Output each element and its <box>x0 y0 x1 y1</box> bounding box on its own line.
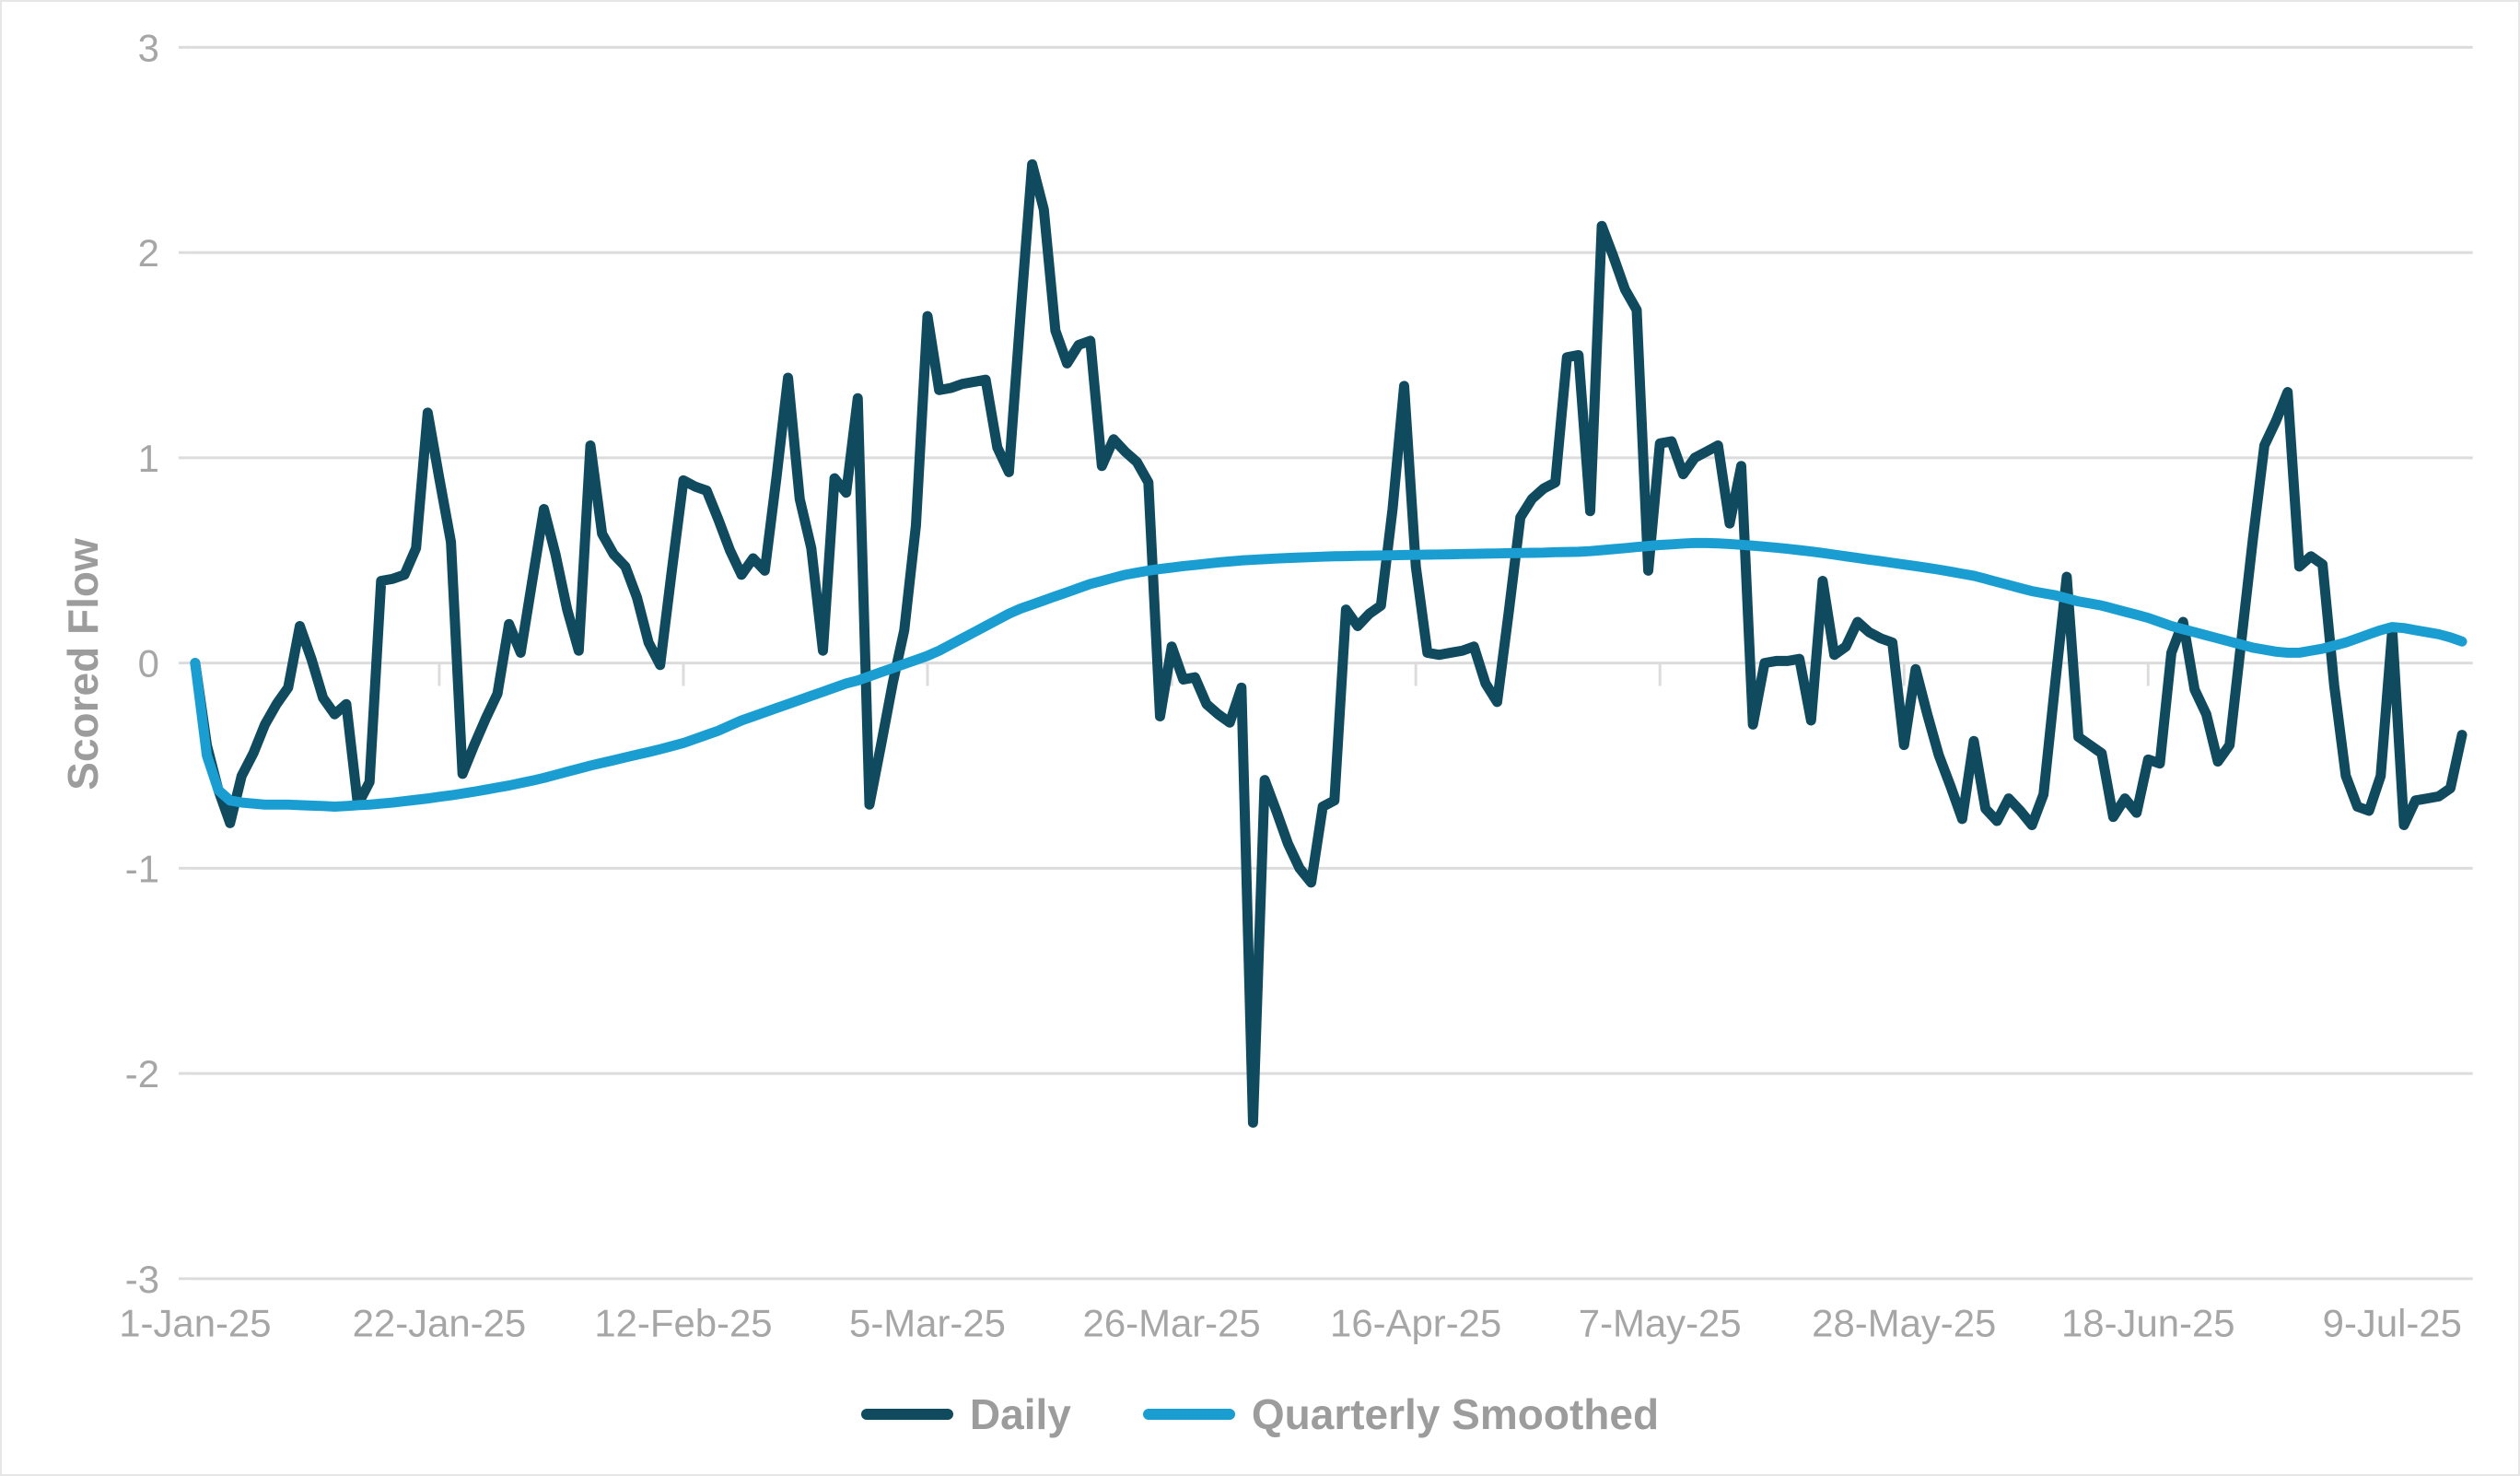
y-tick-label: 0 <box>138 642 159 685</box>
legend-item-quarterly-smoothed[interactable]: Quarterly Smoothed <box>1142 1389 1660 1439</box>
y-axis-title: Scored Flow <box>59 538 107 791</box>
y-tick-label: -3 <box>125 1258 159 1301</box>
y-tick-label: 3 <box>138 26 159 69</box>
x-tick-label: 16-Apr-25 <box>1330 1301 1501 1344</box>
chart-legend: Daily Quarterly Smoothed <box>2 1389 2518 1439</box>
legend-label-quarterly-smoothed: Quarterly Smoothed <box>1251 1390 1660 1438</box>
x-tick-label: 26-Mar-25 <box>1083 1301 1261 1344</box>
x-tick-label: 1-Jan-25 <box>119 1301 271 1344</box>
legend-label-daily: Daily <box>969 1390 1071 1438</box>
x-tick-label: 18-Jun-25 <box>2061 1301 2235 1344</box>
y-tick-label: -2 <box>125 1052 159 1095</box>
legend-item-daily[interactable]: Daily <box>860 1389 1071 1439</box>
x-tick-label: 7-May-25 <box>1579 1301 1742 1344</box>
x-tick-label: 22-Jan-25 <box>353 1301 527 1344</box>
daily-series-swatch <box>860 1409 953 1420</box>
y-tick-label: 1 <box>138 437 159 480</box>
x-tick-label: 28-May-25 <box>1812 1301 1996 1344</box>
y-tick-label: 2 <box>138 231 159 275</box>
x-tick-label: 12-Feb-25 <box>594 1301 772 1344</box>
x-tick-label: 5-Mar-25 <box>849 1301 1006 1344</box>
daily-series-line <box>190 158 2468 1129</box>
y-tick-label: -1 <box>125 847 159 890</box>
quarterly-smoothed-series-swatch <box>1142 1409 1235 1420</box>
quarterly-smoothed-series-line <box>190 537 2468 812</box>
x-tick-label: 9-Jul-25 <box>2323 1301 2462 1344</box>
